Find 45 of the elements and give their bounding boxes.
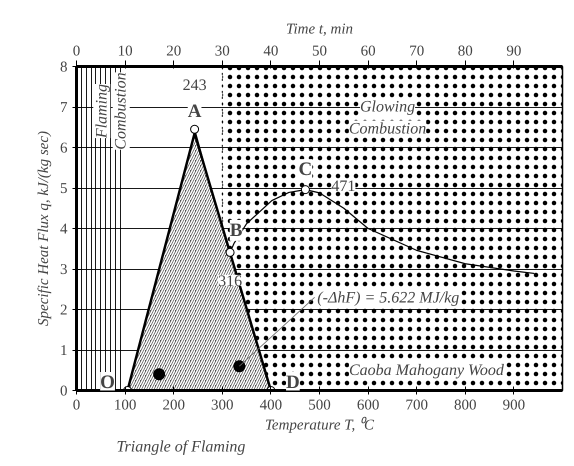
x2-tick-label: 30 [214, 44, 230, 60]
text: Triangle of Flaming [116, 438, 246, 456]
annotation: B [230, 220, 243, 241]
x2-axis-title: Time t, min [286, 22, 354, 38]
annotation: Flaming Combustion [93, 72, 130, 150]
annotation: (-ΔhF) = 5.622 MJ/kg [317, 290, 460, 307]
annotation: A [188, 100, 202, 122]
x2-tick-label: 90 [506, 44, 522, 60]
x-tick-label: 0 [72, 398, 80, 414]
annotation: Glowing Combustion [348, 98, 426, 138]
x-tick-label: 800 [454, 398, 477, 414]
x2-tick-label: 70 [409, 44, 424, 60]
annotation: 316 [218, 272, 242, 290]
x2-tick-label: 40 [263, 44, 278, 60]
y-tick-label: 3 [60, 262, 68, 278]
x-tick-label: 300 [211, 398, 234, 414]
x-tick-label: 900 [502, 398, 526, 414]
x2-tick-label: 20 [166, 44, 182, 60]
annotation: C [298, 159, 312, 180]
annotation: O [100, 372, 115, 393]
y-tick-label: 2 [60, 302, 68, 318]
x-tick-label: 100 [114, 398, 136, 414]
y-tick-label: 0 [60, 384, 68, 400]
x-tick-label: 600 [356, 398, 380, 414]
annotation: 471 [331, 178, 356, 196]
x2-tick-label: 80 [458, 44, 473, 60]
x2-tick-label: 50 [312, 44, 327, 60]
annotation: Caoba Mahogany Wood [348, 362, 505, 379]
x2-tick-label: 60 [360, 44, 376, 60]
y-tick-label: 7 [60, 100, 68, 116]
x-axis-title: Temperature T, ⁰C [264, 416, 376, 434]
x-tick-label: 400 [260, 398, 282, 414]
x-tick-label: 200 [162, 398, 185, 414]
x-tick-label: 500 [308, 398, 331, 414]
x-tick-label: 700 [405, 398, 428, 414]
x2-tick-label: 10 [118, 44, 133, 60]
annotation: 243 [182, 76, 207, 94]
y-tick-label: 5 [60, 181, 68, 197]
y-tick-label: 1 [60, 343, 68, 359]
y-tick-label: 8 [60, 60, 68, 76]
annotation: D [286, 372, 300, 393]
y-axis-title: Specific Heat Flux q, kJ/(kg sec) [36, 131, 52, 326]
y-tick-label: 6 [60, 140, 68, 156]
y-tick-label: 4 [60, 222, 68, 238]
x2-tick-label: 0 [72, 44, 80, 60]
